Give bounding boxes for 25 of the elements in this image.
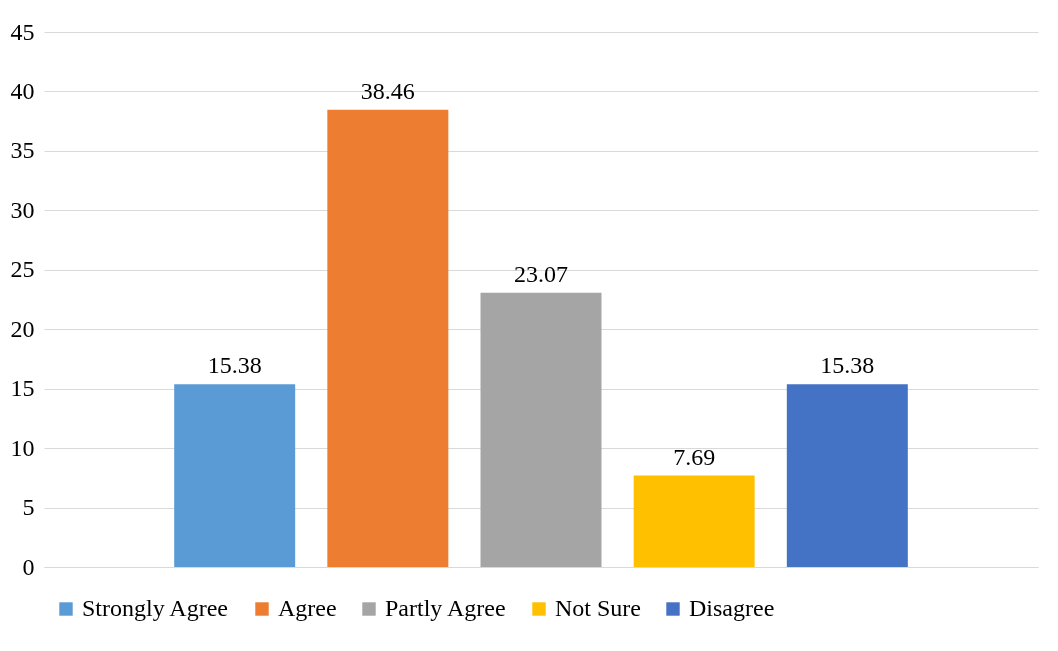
- bar: [480, 292, 602, 567]
- y-tick-label: 10: [10, 434, 35, 461]
- y-tick-label: 0: [22, 553, 35, 580]
- data-label: 23.07: [514, 260, 568, 287]
- legend-label: Strongly Agree: [82, 595, 228, 621]
- bar: [633, 475, 755, 567]
- legend-label: Partly Agree: [385, 595, 506, 621]
- data-label: 7.69: [673, 443, 716, 470]
- data-label: 15.38: [207, 352, 262, 379]
- y-tick-label: 25: [10, 256, 35, 283]
- y-tick-label: 35: [10, 137, 35, 164]
- y-tick-label: 15: [10, 375, 35, 402]
- y-tick-label: 40: [10, 77, 35, 104]
- data-label: 15.38: [820, 352, 875, 379]
- bar: [786, 384, 908, 567]
- y-tick-label: 30: [10, 196, 35, 223]
- legend-label: Agree: [278, 595, 337, 621]
- y-tick-label: 20: [10, 315, 35, 342]
- legend-label: Disagree: [689, 595, 775, 621]
- bar: [327, 109, 449, 567]
- bar: [174, 384, 296, 567]
- data-label: 38.46: [360, 77, 415, 104]
- y-tick-label: 45: [10, 18, 35, 45]
- y-tick-label: 5: [22, 494, 35, 521]
- legend-label: Not Sure: [555, 595, 641, 621]
